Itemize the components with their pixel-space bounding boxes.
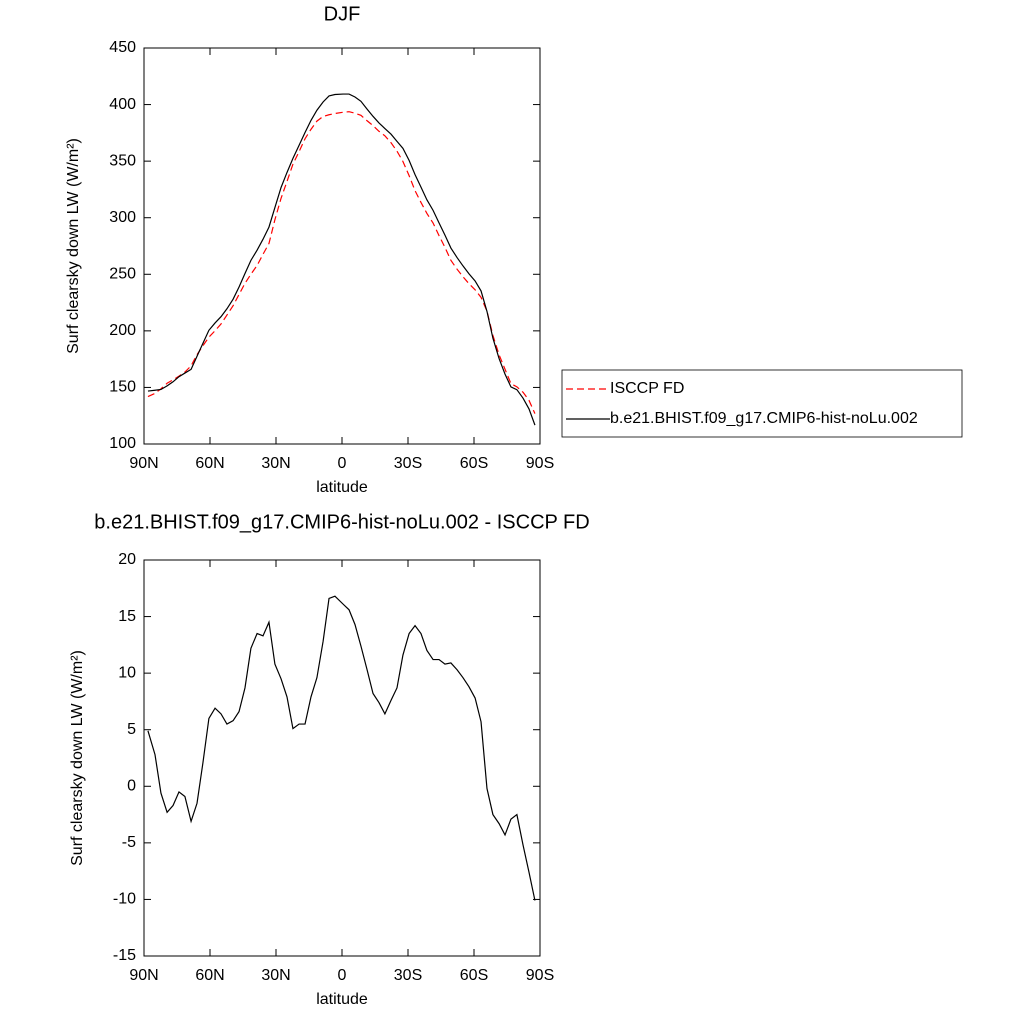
y-axis-label: Surf clearsky down LW (W/m²) — [65, 138, 82, 354]
y-tick-label: 5 — [127, 721, 136, 738]
chart-title: DJF — [324, 3, 361, 25]
x-axis-label: latitude — [316, 479, 368, 496]
x-tick-label: 30S — [394, 455, 422, 472]
x-tick-label: 90N — [129, 455, 158, 472]
x-tick-label: 60N — [195, 967, 224, 984]
legend-label: ISCCP FD — [610, 380, 684, 397]
y-tick-label: 300 — [109, 209, 136, 226]
series-line — [147, 595, 536, 901]
series-line — [147, 93, 536, 426]
plot-frame — [143, 47, 541, 445]
y-tick-label: 250 — [109, 266, 136, 283]
y-tick-label: 20 — [118, 551, 136, 568]
x-tick-label: 30S — [394, 967, 422, 984]
x-axis-label: latitude — [316, 991, 368, 1008]
y-tick-label: 10 — [118, 664, 136, 681]
y-tick-label: 400 — [109, 96, 136, 113]
x-tick-label: 30N — [261, 455, 290, 472]
y-tick-label: 15 — [118, 608, 136, 625]
x-tick-label: 0 — [338, 967, 347, 984]
x-tick-label: 0 — [338, 455, 347, 472]
chart-title: b.e21.BHIST.f09_g17.CMIP6-hist-noLu.002 … — [94, 511, 589, 533]
x-tick-label: 90N — [129, 967, 158, 984]
y-tick-label: 0 — [127, 778, 136, 795]
x-tick-label: 90S — [526, 967, 554, 984]
legend-box — [561, 369, 963, 438]
y-tick-label: -15 — [113, 947, 136, 964]
series-line — [147, 111, 536, 414]
legend-label: b.e21.BHIST.f09_g17.CMIP6-hist-noLu.002 — [610, 410, 918, 427]
y-tick-label: 150 — [109, 379, 136, 396]
y-axis-label: Surf clearsky down LW (W/m²) — [69, 650, 86, 866]
y-tick-label: 200 — [109, 322, 136, 339]
y-tick-label: -5 — [122, 834, 136, 851]
y-tick-label: 350 — [109, 152, 136, 169]
y-tick-label: -10 — [113, 891, 136, 908]
y-tick-label: 450 — [109, 39, 136, 56]
x-tick-label: 30N — [261, 967, 290, 984]
x-tick-label: 60N — [195, 455, 224, 472]
x-tick-label: 90S — [526, 455, 554, 472]
y-tick-label: 100 — [109, 435, 136, 452]
x-tick-label: 60S — [460, 967, 488, 984]
x-tick-label: 60S — [460, 455, 488, 472]
